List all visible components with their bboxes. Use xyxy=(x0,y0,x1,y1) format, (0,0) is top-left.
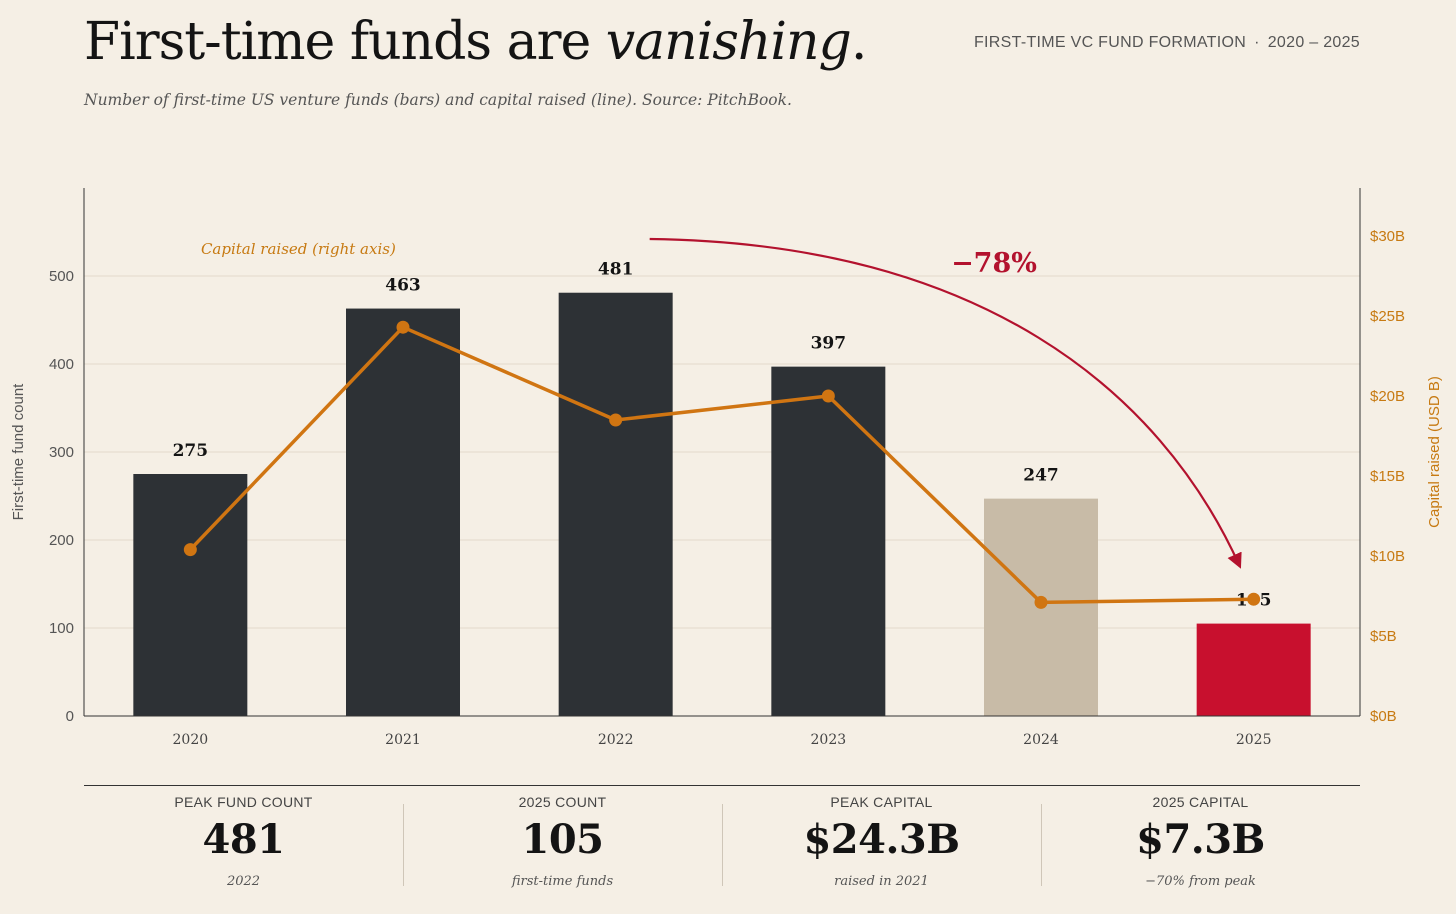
bar-value-label: 275 xyxy=(173,441,209,461)
y-tick-label: 100 xyxy=(49,620,74,637)
bar-value-label: 247 xyxy=(1023,466,1059,486)
kicker-left: FIRST-TIME VC FUND FORMATION xyxy=(973,34,1247,51)
stat-label: 2025 COUNT xyxy=(518,794,607,810)
stat-label: PEAK FUND COUNT xyxy=(174,794,313,810)
stat-2025-count: 2025 COUNT 105 first-time funds xyxy=(403,786,722,896)
bar xyxy=(133,474,248,716)
capital-point xyxy=(1247,592,1261,606)
chart-kicker: FIRST-TIME VC FUND FORMATION · 2020 – 2025 xyxy=(974,34,1360,52)
chart-title: First-time funds are vanishing. xyxy=(84,12,868,72)
capital-point xyxy=(609,413,623,427)
stat-value: 481 xyxy=(202,816,286,863)
y2-tick-label: $15B xyxy=(1370,468,1405,485)
stat-note: first-time funds xyxy=(511,874,614,889)
x-tick-label: 2020 xyxy=(173,732,209,748)
y-tick-label: 0 xyxy=(66,708,74,725)
capital-point xyxy=(1034,595,1048,609)
bar-value-label: 481 xyxy=(598,260,634,280)
stat-note: raised in 2021 xyxy=(834,874,929,889)
bar xyxy=(346,308,460,716)
y2-tick-label: $30B xyxy=(1370,228,1405,245)
capital-point xyxy=(183,543,197,557)
x-tick-label: 2025 xyxy=(1236,732,1272,748)
x-tick-label: 2021 xyxy=(385,732,421,748)
y-axis-title: First-time fund count xyxy=(10,383,27,521)
stat-label: 2025 CAPITAL xyxy=(1152,794,1249,810)
stat-peak-fund-count: PEAK FUND COUNT 481 2022 xyxy=(84,786,403,896)
y-tick-label: 300 xyxy=(49,444,74,461)
x-tick-label: 2024 xyxy=(1023,732,1059,748)
stat-label: PEAK CAPITAL xyxy=(830,794,933,810)
x-tick-label: 2023 xyxy=(811,732,847,748)
y2-tick-label: $5B xyxy=(1370,628,1397,645)
stat-value: $24.3B xyxy=(803,816,960,863)
chart-subtitle: Number of first-time US venture funds (b… xyxy=(84,91,792,109)
bar xyxy=(771,366,886,716)
stat-value: 105 xyxy=(521,816,605,863)
decline-arrow xyxy=(649,237,1242,569)
y2-tick-label: $0B xyxy=(1370,708,1397,725)
y-tick-label: 400 xyxy=(49,356,74,373)
title-emphasis: vanishing xyxy=(605,12,852,72)
kicker-separator: · xyxy=(1254,34,1260,51)
combo-chart: 0 100 200 300 400 500 $0B $5B $10B $15B $20B $25B $3… xyxy=(10,188,1443,748)
stats-row: PEAK FUND COUNT 481 2022 2025 COUNT 105 … xyxy=(84,785,1360,896)
capital-point xyxy=(821,389,835,403)
bar-value-label: 397 xyxy=(811,334,847,354)
title-plain: First-time funds are xyxy=(84,12,606,72)
x-tick-label: 2022 xyxy=(598,732,634,748)
y-tick-label: 200 xyxy=(49,532,74,549)
y-tick-label: 500 xyxy=(49,268,74,285)
y2-tick-label: $25B xyxy=(1370,308,1405,325)
kicker-right: 2020 – 2025 xyxy=(1267,34,1360,51)
bar xyxy=(558,292,673,716)
y2-axis-title: Capital raised (USD B) xyxy=(1426,376,1443,528)
stat-2025-capital: 2025 CAPITAL $7.3B −70% from peak xyxy=(1041,786,1360,896)
stat-note: 2022 xyxy=(226,874,261,889)
bar xyxy=(1196,623,1311,716)
capital-point xyxy=(396,320,410,334)
bar-value-label: 463 xyxy=(385,276,421,296)
stat-value: $7.3B xyxy=(1136,816,1265,863)
y2-tick-label: $10B xyxy=(1370,548,1405,565)
line-series-label: Capital raised (right axis) xyxy=(201,240,396,258)
stat-peak-capital: PEAK CAPITAL $24.3B raised in 2021 xyxy=(722,786,1041,896)
capital-line xyxy=(189,325,1254,605)
stat-note: −70% from peak xyxy=(1145,874,1256,889)
title-end: . xyxy=(850,12,868,72)
decline-annotation: −78% xyxy=(951,248,1037,279)
y2-tick-label: $20B xyxy=(1370,388,1405,405)
